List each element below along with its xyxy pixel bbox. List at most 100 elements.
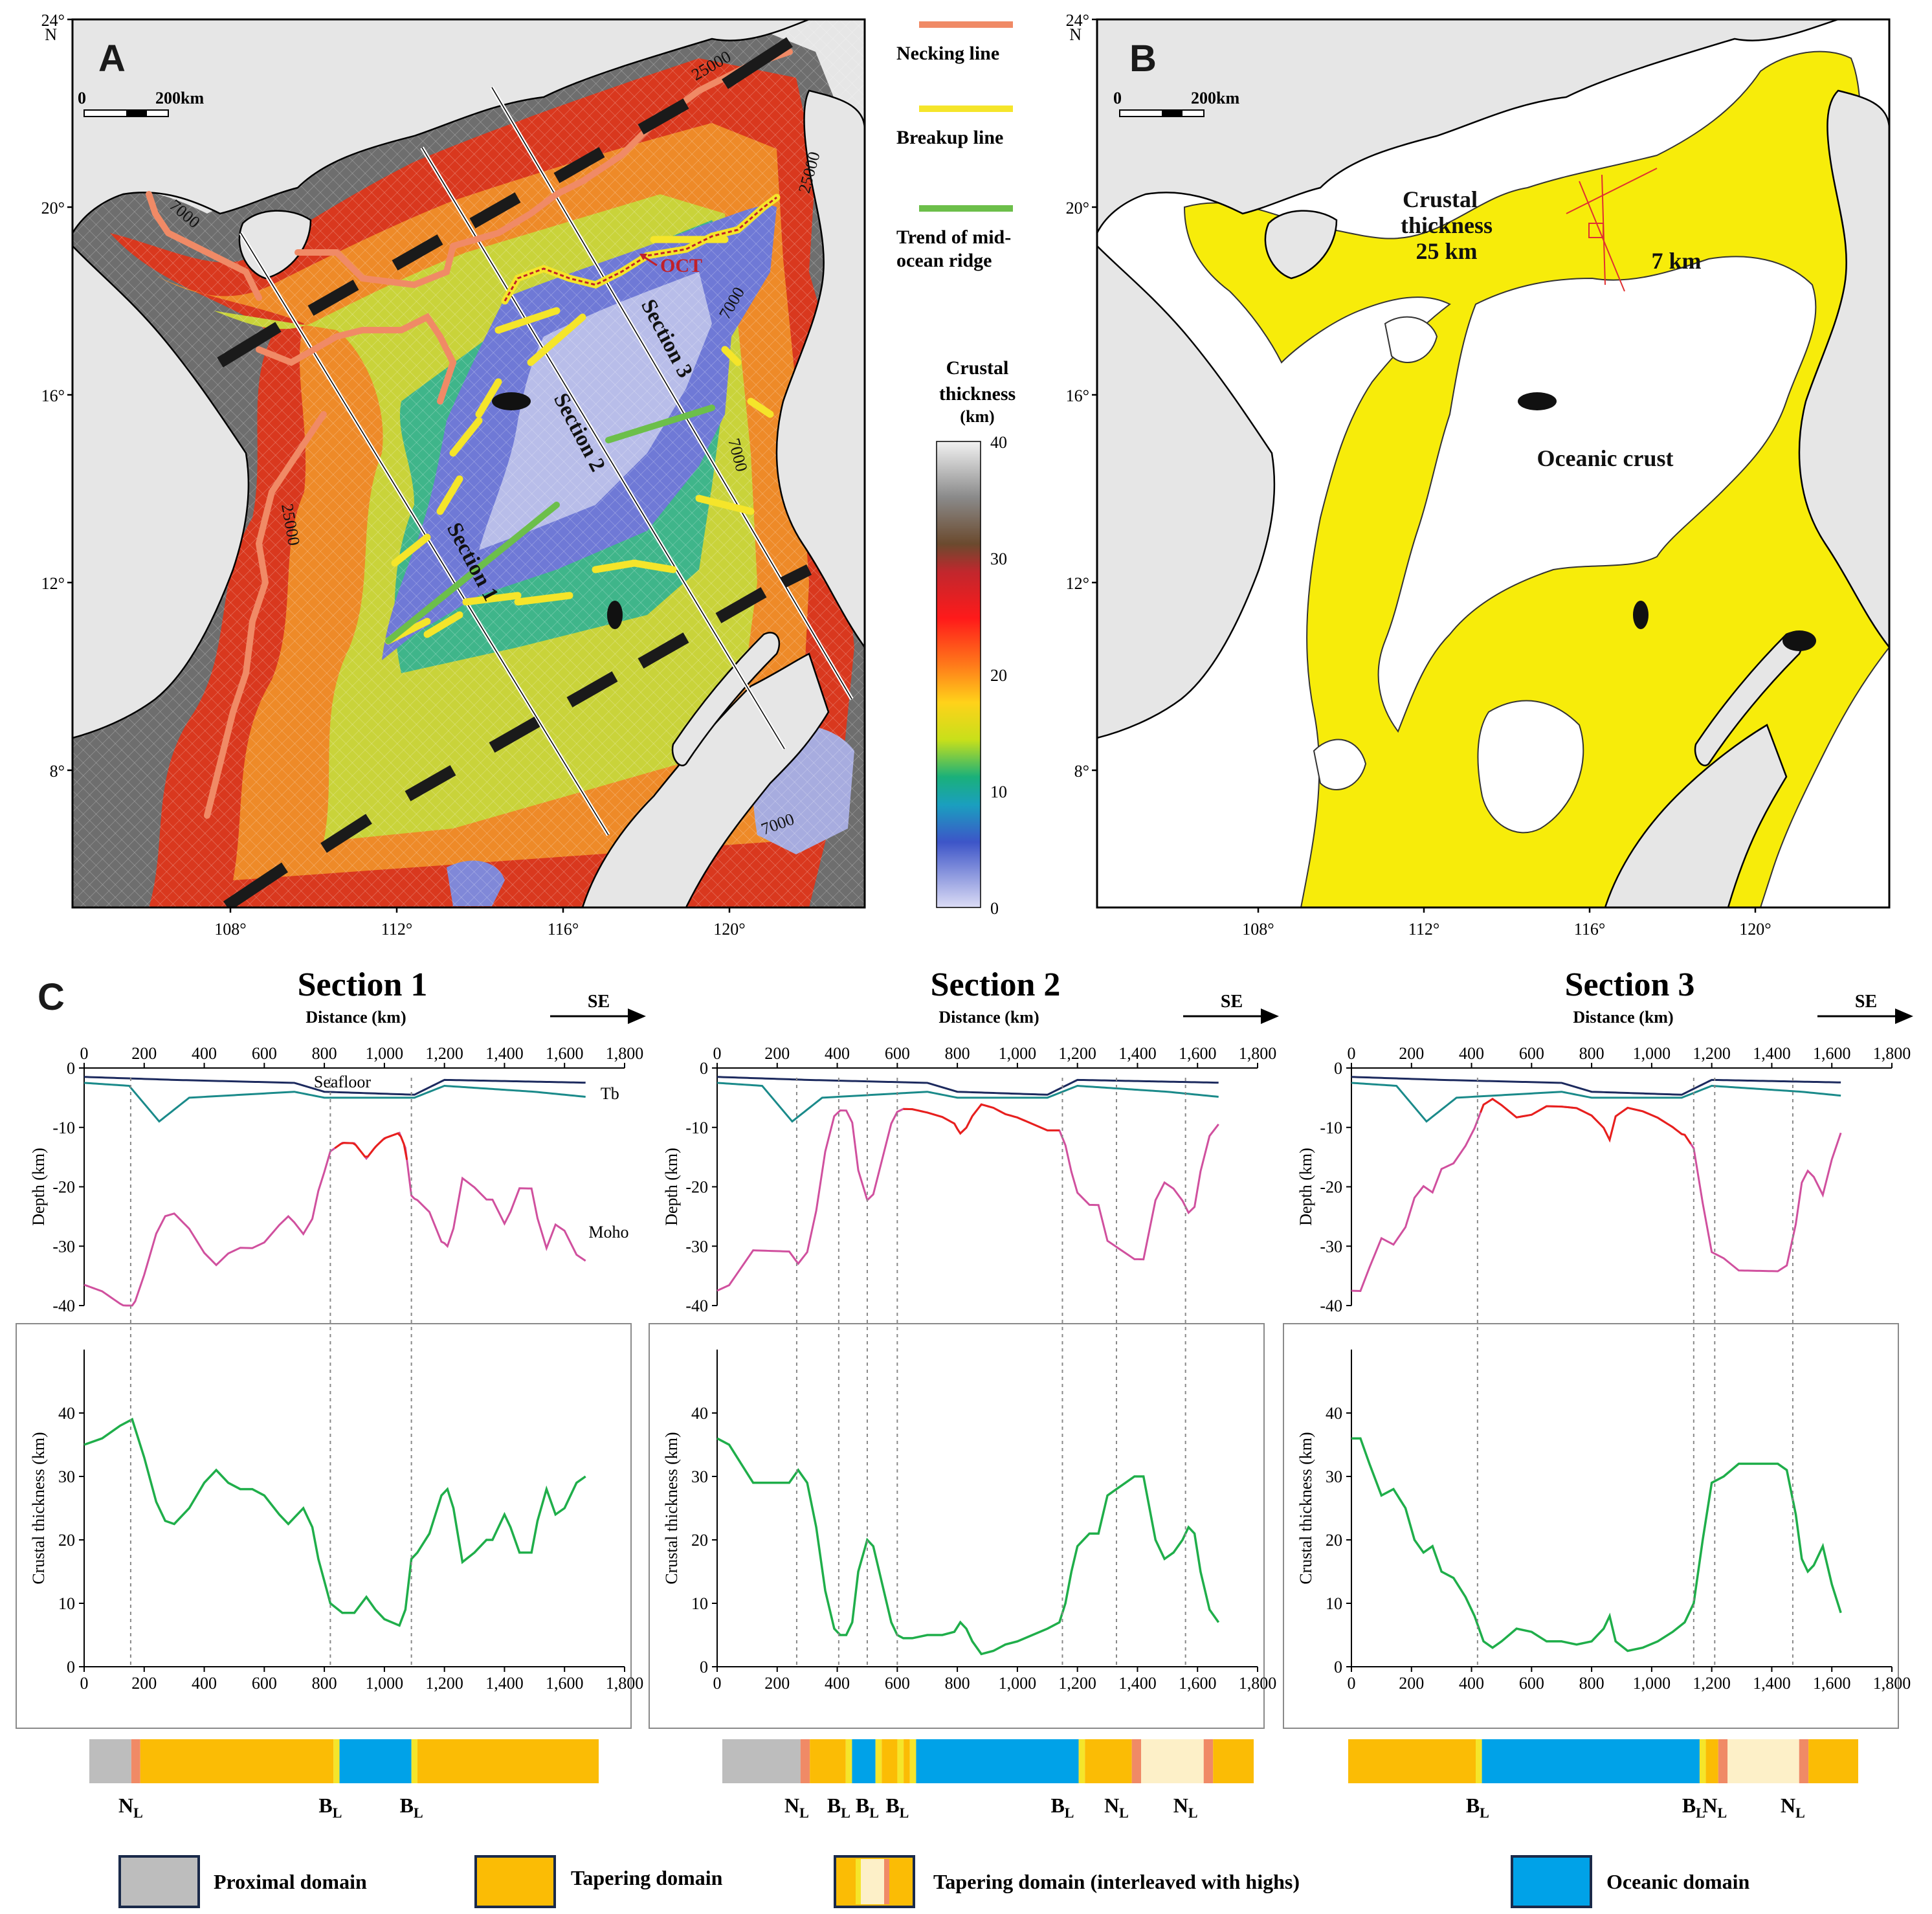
upper-x-tick-label: 1,600 [1179, 1044, 1217, 1063]
domain-bar-segment [1705, 1739, 1718, 1783]
lower-x-tick-label: 200 [1399, 1674, 1424, 1693]
map-b-frame [1096, 18, 1891, 909]
thickness-tick-label: 20 [691, 1531, 708, 1550]
upper-x-tick-label: 600 [1519, 1044, 1544, 1063]
thickness-tick-label: 0 [1334, 1658, 1342, 1676]
colorbar-ramp [936, 441, 981, 908]
map-b-white-patch-2 [1313, 739, 1367, 790]
thickness-tick-label: 30 [58, 1467, 75, 1486]
map-b-survey-lines [1566, 168, 1658, 292]
map-b-lon-116: 116° [1574, 920, 1605, 939]
upper-x-tick-label: 1,800 [606, 1044, 644, 1063]
map-b-land-borneo [1604, 724, 1788, 907]
thickness-tick-label: 30 [1326, 1467, 1342, 1486]
map-b-white-patch-3 [1384, 316, 1438, 363]
distance-axis-label: Distance (km) [305, 1008, 406, 1027]
oceanic-moho-curve [903, 1103, 1060, 1135]
map-a-north: N [45, 25, 57, 44]
thickness-tick-label: 20 [58, 1531, 75, 1550]
depth-tick-label: -10 [1320, 1118, 1342, 1137]
map-b-lat-20: 20° [1066, 199, 1089, 217]
thickness-tick-label: 40 [691, 1404, 708, 1423]
lower-x-tick-label: 1,200 [1693, 1674, 1731, 1693]
map-b-land-china [1097, 19, 1839, 234]
map-a-thick-dashes [217, 37, 812, 907]
upper-x-tick-label: 400 [1459, 1044, 1484, 1063]
map-b-scale-label: 200km [1191, 89, 1239, 107]
upper-x-tick-label: 1,600 [1813, 1044, 1851, 1063]
depth-tick-label: 0 [700, 1059, 708, 1078]
upper-x-tick-label: 1,400 [1118, 1044, 1157, 1063]
domain-bar-segment [140, 1739, 334, 1783]
map-a-lat-24: 24° [41, 11, 65, 30]
necking-line-label: Necking line [896, 43, 999, 64]
lower-x-tick-label: 200 [131, 1674, 157, 1693]
map-b-lon-112: 112° [1408, 920, 1439, 939]
map-b-land-hainan [1264, 210, 1338, 280]
lower-x-tick-label: 1,800 [606, 1674, 644, 1693]
domain-bar-segment [1078, 1739, 1085, 1783]
panel-label-a: A [98, 38, 126, 80]
lower-x-tick-label: 1,000 [1633, 1674, 1671, 1693]
map-a-land-china [72, 19, 810, 235]
domain-bar-segment [333, 1739, 340, 1783]
tb-label: Tb [601, 1084, 619, 1103]
upper-x-tick-label: 1,400 [485, 1044, 524, 1063]
seafloor-curve [83, 1076, 586, 1096]
lower-x-tick-label: 1,600 [1179, 1674, 1217, 1693]
map-b-7km-label: 7 km [1651, 248, 1701, 274]
thickness-axis-label: Crustal thickness (km) [29, 1432, 48, 1584]
upper-x-tick-label: 1,200 [1693, 1044, 1731, 1063]
map-b-crustal-label-1: Crustal [1403, 186, 1478, 212]
domain-marker-label: NL [1104, 1794, 1129, 1821]
lower-x-tick-label: 1,800 [1873, 1674, 1911, 1693]
domain-bar-segment [1131, 1739, 1142, 1783]
upper-x-tick-label: 800 [945, 1044, 970, 1063]
depth-axis-label: Depth (km) [29, 1148, 48, 1226]
map-b-oceanic-label: Oceanic crust [1537, 445, 1674, 471]
upper-x-tick-label: 600 [885, 1044, 910, 1063]
se-label: SE [1221, 992, 1243, 1012]
map-a: 24° N 20° 16° 12° 8° 108° 112° 116° 120°… [41, 11, 866, 939]
map-b-scale-zero: 0 [1113, 89, 1122, 107]
depth-tick-label: -40 [1320, 1296, 1342, 1315]
domain-bar-segment [1699, 1739, 1706, 1783]
map-b-crustal-label-2: thickness [1401, 212, 1493, 238]
proximal-swatch [118, 1855, 200, 1908]
map-a-islands [492, 392, 623, 629]
upper-x-tick-label: 1,800 [1873, 1044, 1911, 1063]
upper-x-tick-label: 1,400 [1753, 1044, 1791, 1063]
upper-x-tick-label: 0 [1348, 1044, 1356, 1063]
domain-marker-label: NL [1781, 1794, 1805, 1821]
lower-x-tick-label: 0 [1348, 1674, 1356, 1693]
lower-x-tick-label: 200 [764, 1674, 790, 1693]
thickness-tick-label: 0 [67, 1658, 75, 1676]
thickness-tick-label: 10 [58, 1594, 75, 1613]
domain-bar-segment [904, 1739, 910, 1783]
domain-bar-segment [1476, 1739, 1482, 1783]
lower-x-tick-label: 1,000 [366, 1674, 404, 1693]
oceanic-label: Oceanic domain [1606, 1870, 1750, 1893]
map-a-oct-callout: OCT [639, 254, 702, 276]
colorbar: Crustal thickness (km) 40 30 20 10 0 [936, 357, 1016, 918]
domain-bar-segment [1141, 1739, 1204, 1783]
domain-bar-segment [916, 1739, 1079, 1783]
upper-x-tick-label: 400 [825, 1044, 850, 1063]
map-b-land-palawan [1694, 632, 1803, 766]
lower-x-tick-label: 1,400 [1753, 1674, 1791, 1693]
map-b: 24° N 20° 16° 12° 8° 108° 112° 116° 120°… [1066, 11, 1891, 939]
thickness-tick-label: 10 [691, 1594, 708, 1613]
domain-marker-label: BL [1682, 1794, 1705, 1821]
line-legend: Necking line Breakup line Trend of mid- … [896, 21, 1013, 271]
domain-bar-segment [810, 1739, 846, 1783]
seafloor-label: Seafloor [314, 1073, 371, 1091]
domain-legend: Proximal domain Tapering domain Tapering… [118, 1855, 1750, 1908]
map-b-ticks [1092, 18, 1757, 913]
lower-panel-frame [649, 1323, 1265, 1729]
proximal-label: Proximal domain [214, 1870, 367, 1893]
lower-x-tick-label: 600 [252, 1674, 277, 1693]
